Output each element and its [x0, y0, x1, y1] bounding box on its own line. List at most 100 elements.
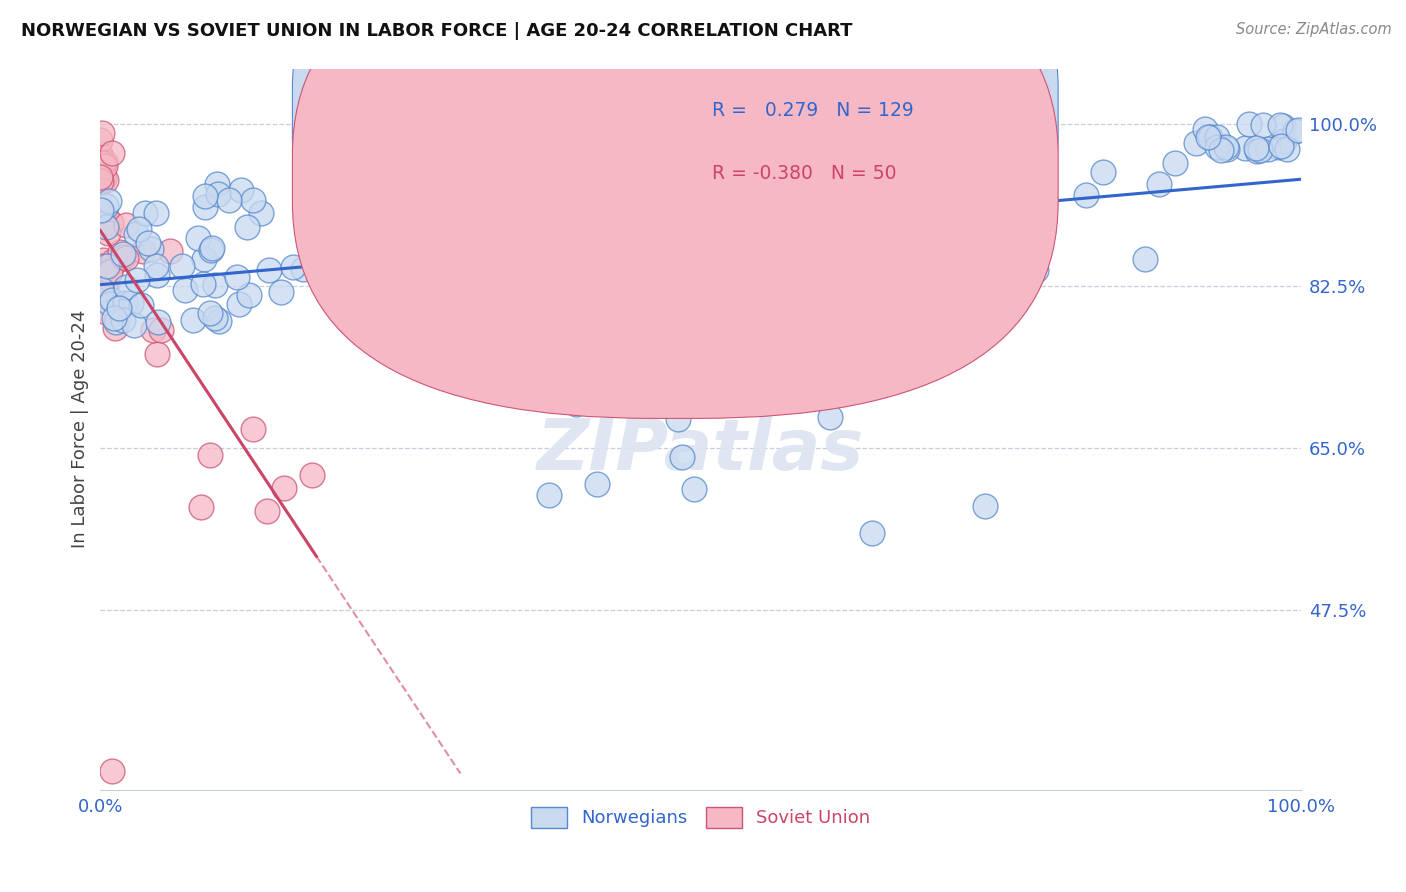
Point — [235, 220, 257, 235]
Point — [281, 260, 304, 275]
Point — [94, 279, 117, 293]
Point — [1005, 165, 1028, 179]
Point — [863, 161, 886, 175]
Point — [433, 290, 456, 304]
Point — [200, 241, 222, 255]
Point — [170, 259, 193, 273]
Point — [89, 133, 111, 147]
Point — [114, 296, 136, 310]
Point — [537, 487, 560, 501]
Point — [125, 227, 148, 241]
Point — [242, 422, 264, 436]
Point — [110, 244, 132, 259]
Point — [395, 277, 418, 292]
Point — [115, 251, 138, 265]
Point — [93, 262, 115, 277]
Point — [257, 262, 280, 277]
Point — [101, 253, 124, 268]
Point — [104, 321, 127, 335]
Point — [204, 310, 226, 325]
Point — [90, 282, 112, 296]
Point — [565, 396, 588, 410]
Point — [198, 305, 221, 319]
Point — [395, 204, 418, 219]
Point — [382, 217, 405, 231]
Point — [190, 500, 212, 515]
Point — [96, 220, 118, 235]
Point — [1267, 140, 1289, 154]
Point — [1286, 123, 1309, 137]
Point — [91, 156, 114, 170]
Point — [586, 477, 609, 491]
Point — [90, 203, 112, 218]
Point — [941, 217, 963, 231]
Text: Source: ZipAtlas.com: Source: ZipAtlas.com — [1236, 22, 1392, 37]
Point — [1092, 165, 1115, 179]
Point — [134, 206, 156, 220]
Point — [96, 305, 118, 319]
Point — [942, 255, 965, 269]
Y-axis label: In Labor Force | Age 20-24: In Labor Force | Age 20-24 — [72, 310, 89, 549]
Point — [343, 300, 366, 314]
Text: ZIPatlas: ZIPatlas — [537, 417, 865, 485]
Point — [436, 177, 458, 191]
Point — [581, 207, 603, 221]
Point — [114, 218, 136, 232]
Point — [122, 318, 145, 332]
Point — [103, 311, 125, 326]
Point — [100, 217, 122, 231]
Point — [89, 165, 111, 179]
Point — [1272, 119, 1295, 133]
Point — [626, 211, 648, 226]
Point — [1194, 122, 1216, 136]
Point — [671, 450, 693, 465]
Point — [107, 301, 129, 315]
Point — [94, 199, 117, 213]
Point — [1164, 156, 1187, 170]
Point — [193, 252, 215, 266]
Point — [1284, 124, 1306, 138]
Point — [759, 255, 782, 269]
Point — [146, 315, 169, 329]
Point — [1199, 129, 1222, 144]
Text: R =   0.279   N = 129: R = 0.279 N = 129 — [713, 101, 914, 120]
Point — [1272, 135, 1295, 149]
Point — [620, 193, 643, 207]
Point — [343, 277, 366, 291]
Point — [818, 409, 841, 424]
Point — [921, 220, 943, 235]
Point — [97, 226, 120, 240]
Point — [183, 313, 205, 327]
Point — [98, 264, 121, 278]
Point — [89, 169, 111, 184]
Point — [472, 250, 495, 264]
Point — [1244, 141, 1267, 155]
Point — [145, 206, 167, 220]
Point — [101, 764, 124, 779]
Point — [499, 186, 522, 201]
Point — [242, 194, 264, 208]
FancyBboxPatch shape — [641, 76, 935, 217]
Point — [238, 288, 260, 302]
Point — [101, 146, 124, 161]
Point — [228, 297, 250, 311]
Point — [1133, 252, 1156, 266]
FancyBboxPatch shape — [292, 0, 1059, 418]
Point — [218, 194, 240, 208]
Point — [1233, 141, 1256, 155]
Point — [229, 184, 252, 198]
Point — [112, 246, 135, 260]
Point — [96, 259, 118, 273]
Point — [128, 222, 150, 236]
Point — [98, 264, 121, 278]
Point — [91, 159, 114, 173]
Point — [145, 259, 167, 273]
Point — [191, 277, 214, 292]
Point — [256, 504, 278, 518]
Point — [1206, 140, 1229, 154]
Point — [207, 186, 229, 201]
Point — [174, 283, 197, 297]
Point — [273, 481, 295, 495]
Point — [1197, 130, 1219, 145]
Point — [860, 525, 883, 540]
